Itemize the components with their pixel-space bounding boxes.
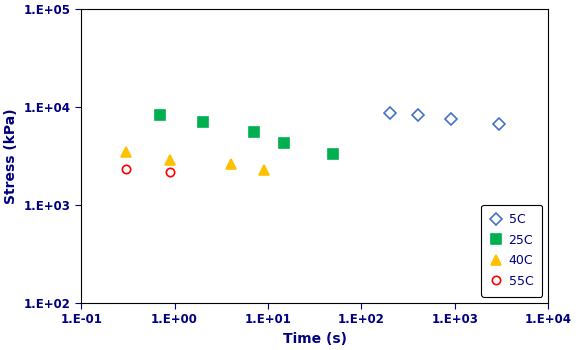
Line: 55C: 55C — [122, 164, 175, 177]
25C — [250, 131, 257, 135]
25C — [199, 120, 206, 124]
5C — [414, 113, 421, 117]
Line: 40C: 40C — [121, 147, 268, 175]
25C — [281, 141, 288, 145]
40C — [122, 149, 129, 154]
25C — [330, 152, 337, 156]
Line: 5C: 5C — [385, 109, 503, 128]
40C — [167, 158, 174, 162]
X-axis label: Time (s): Time (s) — [283, 332, 347, 346]
5C — [386, 111, 393, 115]
Line: 25C: 25C — [156, 110, 338, 159]
40C — [228, 162, 234, 167]
5C — [496, 122, 503, 126]
Legend: 5C, 25C, 40C, 55C: 5C, 25C, 40C, 55C — [481, 205, 542, 296]
55C — [122, 167, 129, 171]
5C — [447, 117, 454, 121]
40C — [260, 168, 267, 173]
55C — [167, 170, 174, 175]
25C — [157, 113, 164, 117]
Y-axis label: Stress (kPa): Stress (kPa) — [4, 108, 18, 204]
